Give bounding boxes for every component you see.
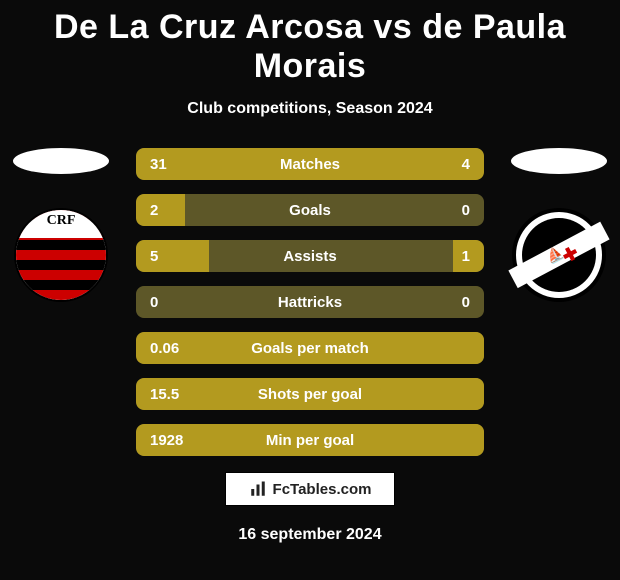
- stat-row: 2Goals0: [136, 194, 484, 226]
- stat-label: Goals: [223, 202, 397, 219]
- stat-label: Matches: [223, 156, 397, 173]
- right-player-column: ⛵ ✚: [504, 148, 614, 302]
- stat-value-left: 15.5: [136, 386, 223, 403]
- stats-bars: 31Matches42Goals05Assists10Hattricks00.0…: [136, 148, 484, 456]
- stat-row: 15.5Shots per goal: [136, 378, 484, 410]
- player-silhouette-placeholder: [13, 148, 109, 174]
- vasco-crest-icon: ⛵ ✚: [512, 208, 606, 302]
- stat-value-left: 31: [136, 156, 223, 173]
- stat-row: 31Matches4: [136, 148, 484, 180]
- stat-row: 1928Min per goal: [136, 424, 484, 456]
- stat-label: Hattricks: [223, 294, 397, 311]
- bar-chart-icon: [249, 480, 267, 498]
- stat-value-right: 0: [397, 202, 484, 219]
- badge-label: FcTables.com: [273, 481, 372, 498]
- stat-value-right: 4: [397, 156, 484, 173]
- stat-label: Assists: [223, 248, 397, 265]
- stat-label: Min per goal: [223, 432, 397, 449]
- stat-value-left: 0.06: [136, 340, 223, 357]
- stat-value-left: 0: [136, 294, 223, 311]
- stat-value-left: 2: [136, 202, 223, 219]
- comparison-panel: CRF ⛵ ✚ 31Matches42Goals05Assists10Hattr…: [0, 148, 620, 456]
- stat-row: 0Hattricks0: [136, 286, 484, 318]
- stat-label: Shots per goal: [223, 386, 397, 403]
- subtitle: Club competitions, Season 2024: [0, 100, 620, 118]
- stat-value-right: 1: [397, 248, 484, 265]
- fctables-badge[interactable]: FcTables.com: [225, 472, 395, 506]
- page-title: De La Cruz Arcosa vs de Paula Morais: [0, 0, 620, 86]
- player-silhouette-placeholder: [511, 148, 607, 174]
- stat-row: 5Assists1: [136, 240, 484, 272]
- stat-value-left: 1928: [136, 432, 223, 449]
- flamengo-crest-icon: CRF: [14, 208, 108, 302]
- stat-row: 0.06Goals per match: [136, 332, 484, 364]
- left-player-column: CRF: [6, 148, 116, 302]
- date-label: 16 september 2024: [0, 526, 620, 544]
- stat-value-left: 5: [136, 248, 223, 265]
- stat-value-right: 0: [397, 294, 484, 311]
- stat-label: Goals per match: [223, 340, 397, 357]
